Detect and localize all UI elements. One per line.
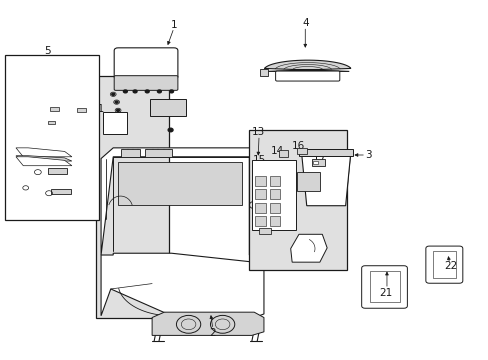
Bar xyxy=(51,189,71,194)
Bar xyxy=(312,161,318,164)
FancyBboxPatch shape xyxy=(425,246,462,283)
Bar xyxy=(299,149,352,156)
Bar xyxy=(249,130,346,270)
Text: 3: 3 xyxy=(365,150,371,160)
Bar xyxy=(251,160,295,230)
Text: 18: 18 xyxy=(298,176,311,186)
Polygon shape xyxy=(16,156,72,161)
Polygon shape xyxy=(264,60,350,71)
Bar xyxy=(296,148,306,154)
Bar xyxy=(96,76,169,318)
Text: 16: 16 xyxy=(291,141,304,151)
Text: 21: 21 xyxy=(378,288,391,297)
Circle shape xyxy=(157,90,161,93)
Bar xyxy=(269,216,280,226)
Text: 2: 2 xyxy=(209,328,216,338)
Circle shape xyxy=(123,90,127,93)
Text: 6: 6 xyxy=(78,168,85,178)
Text: 19: 19 xyxy=(259,220,272,230)
Bar xyxy=(269,203,280,213)
Bar xyxy=(369,271,399,302)
Bar xyxy=(149,99,186,116)
Bar xyxy=(77,108,85,112)
Text: 8: 8 xyxy=(83,194,90,203)
Polygon shape xyxy=(16,148,72,157)
Text: 7: 7 xyxy=(18,189,24,199)
Text: 4: 4 xyxy=(302,18,308,28)
Bar xyxy=(144,149,171,157)
Text: 9: 9 xyxy=(18,138,24,148)
Text: 10: 10 xyxy=(39,104,52,113)
Bar xyxy=(103,112,126,134)
Text: 15: 15 xyxy=(252,156,265,165)
Bar xyxy=(5,55,99,220)
Polygon shape xyxy=(301,156,350,206)
Bar xyxy=(255,216,265,226)
Bar xyxy=(47,121,55,124)
Circle shape xyxy=(116,109,119,111)
FancyBboxPatch shape xyxy=(275,71,339,81)
Bar xyxy=(260,68,267,76)
Bar xyxy=(255,203,265,213)
Text: 12: 12 xyxy=(35,117,48,127)
Bar xyxy=(278,150,287,157)
FancyBboxPatch shape xyxy=(361,266,407,308)
Text: 5: 5 xyxy=(44,46,51,57)
Polygon shape xyxy=(152,312,264,336)
Bar xyxy=(269,189,280,199)
Circle shape xyxy=(145,90,149,93)
Circle shape xyxy=(133,90,137,93)
Circle shape xyxy=(115,101,118,103)
Bar xyxy=(296,172,320,192)
Bar xyxy=(255,176,265,186)
Text: 14: 14 xyxy=(270,147,284,157)
Bar xyxy=(255,189,265,199)
Polygon shape xyxy=(290,234,326,262)
Bar xyxy=(47,168,67,174)
Bar xyxy=(118,162,242,205)
Text: 11: 11 xyxy=(92,104,105,113)
Bar xyxy=(259,228,271,234)
Bar xyxy=(120,149,140,157)
Circle shape xyxy=(168,128,173,132)
Text: 20: 20 xyxy=(305,237,318,247)
Text: 17: 17 xyxy=(313,156,326,165)
Text: 1: 1 xyxy=(170,19,177,30)
Bar xyxy=(50,108,59,111)
Bar xyxy=(311,158,325,166)
Polygon shape xyxy=(101,253,264,318)
Bar xyxy=(269,176,280,186)
Polygon shape xyxy=(16,157,72,166)
FancyBboxPatch shape xyxy=(114,76,178,90)
Text: 22: 22 xyxy=(444,261,457,271)
Polygon shape xyxy=(101,148,264,255)
Bar xyxy=(432,251,455,278)
Circle shape xyxy=(169,90,173,93)
Text: 13: 13 xyxy=(251,127,264,137)
FancyBboxPatch shape xyxy=(114,48,178,79)
Circle shape xyxy=(112,93,115,95)
